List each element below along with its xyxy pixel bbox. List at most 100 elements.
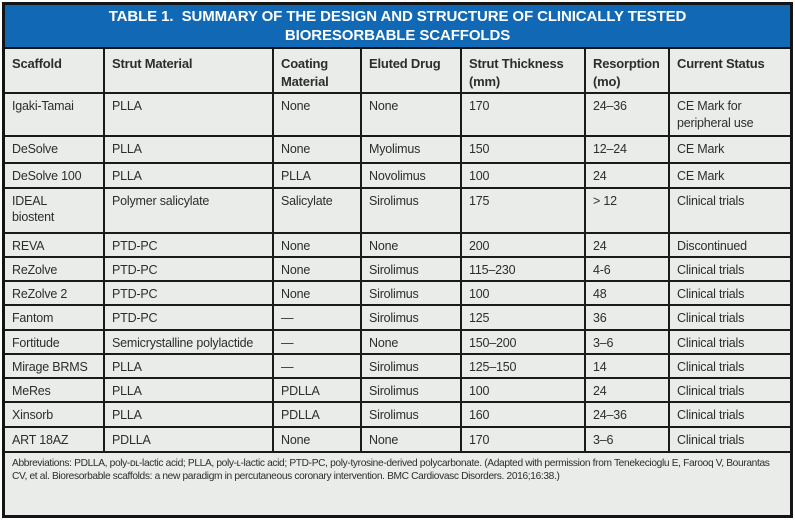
cell-strut-material: PLLA (103, 352, 274, 380)
col-header-current-status: Current Status (668, 49, 790, 95)
cell-eluted-drug: None (360, 425, 462, 451)
cell-current-status: Clinical trials (668, 280, 790, 307)
cell-coating-material: — (272, 304, 362, 331)
table-row: IDEAL biostent Polymer salicylate Salicy… (5, 186, 790, 234)
cell-coating-material: Salicylate (272, 186, 362, 234)
cell-resorption: 14 (584, 352, 670, 380)
cell-current-status: Clinical trials (668, 401, 790, 428)
cell-resorption: 3–6 (584, 328, 670, 355)
cell-eluted-drug: Sirolimus (360, 304, 462, 331)
cell-eluted-drug: Sirolimus (360, 352, 462, 380)
cell-current-status: Clinical trials (668, 377, 790, 404)
cell-strut-thickness: 150–200 (460, 328, 586, 355)
table-row: Mirage BRMS PLLA — Sirolimus 125–150 14 … (5, 352, 790, 380)
cell-strut-material: PLLA (103, 401, 274, 428)
cell-scaffold: Xinsorb (5, 401, 105, 428)
col-header-resorption: Resorption (mo) (584, 49, 670, 95)
cell-scaffold: Fantom (5, 304, 105, 331)
header-row: Scaffold Strut Material Coating Material… (5, 49, 790, 95)
cell-eluted-drug: None (360, 92, 462, 138)
cell-scaffold: REVA (5, 231, 105, 258)
cell-strut-thickness: 100 (460, 162, 586, 189)
cell-strut-thickness: 150 (460, 135, 586, 165)
cell-scaffold: Mirage BRMS (5, 352, 105, 380)
cell-eluted-drug: Sirolimus (360, 377, 462, 404)
cell-eluted-drug: Sirolimus (360, 401, 462, 428)
cell-strut-material: PTD-PC (103, 255, 274, 283)
cell-eluted-drug: Sirolimus (360, 255, 462, 283)
cell-current-status: CE Mark (668, 135, 790, 165)
cell-resorption: 24 (584, 377, 670, 404)
cell-coating-material: None (272, 425, 362, 451)
cell-resorption: 24–36 (584, 92, 670, 138)
table-row: REVA PTD-PC None None 200 24 Discontinue… (5, 231, 790, 258)
cell-coating-material: — (272, 328, 362, 355)
cell-eluted-drug: Sirolimus (360, 280, 462, 307)
cell-strut-thickness: 125–150 (460, 352, 586, 380)
col-header-scaffold: Scaffold (5, 49, 105, 95)
cell-eluted-drug: None (360, 231, 462, 258)
cell-scaffold: ReZolve 2 (5, 280, 105, 307)
cell-strut-material: Polymer salicylate (103, 186, 274, 234)
cell-strut-material: PTD-PC (103, 231, 274, 258)
table-row: DeSolve 100 PLLA PLLA Novolimus 100 24 C… (5, 162, 790, 189)
cell-resorption: 24–36 (584, 401, 670, 428)
cell-scaffold: Igaki-Tamai (5, 92, 105, 138)
cell-strut-material: PLLA (103, 162, 274, 189)
cell-current-status: Clinical trials (668, 425, 790, 451)
cell-current-status: Discontinued (668, 231, 790, 258)
cell-strut-thickness: 175 (460, 186, 586, 234)
col-header-strut-material: Strut Material (103, 49, 274, 95)
cell-coating-material: PLLA (272, 162, 362, 189)
cell-current-status: CE Mark (668, 162, 790, 189)
cell-resorption: 3–6 (584, 425, 670, 451)
cell-coating-material: PDLLA (272, 401, 362, 428)
cell-coating-material: PDLLA (272, 377, 362, 404)
col-header-strut-thickness: Strut Thickness (mm) (460, 49, 586, 95)
cell-current-status: Clinical trials (668, 304, 790, 331)
cell-current-status: Clinical trials (668, 328, 790, 355)
cell-strut-material: PTD-PC (103, 280, 274, 307)
scaffold-table: Scaffold Strut Material Coating Material… (5, 49, 790, 451)
cell-strut-thickness: 125 (460, 304, 586, 331)
table-row: ReZolve PTD-PC None Sirolimus 115–230 4-… (5, 255, 790, 283)
cell-strut-material: PLLA (103, 92, 274, 138)
cell-coating-material: None (272, 231, 362, 258)
table-row: ReZolve 2 PTD-PC None Sirolimus 100 48 C… (5, 280, 790, 307)
cell-strut-thickness: 170 (460, 425, 586, 451)
cell-resorption: 24 (584, 162, 670, 189)
table-row: DeSolve PLLA None Myolimus 150 12–24 CE … (5, 135, 790, 165)
cell-current-status: CE Mark for peripheral use (668, 92, 790, 138)
table-row: Fantom PTD-PC — Sirolimus 125 36 Clinica… (5, 304, 790, 331)
cell-coating-material: None (272, 135, 362, 165)
cell-strut-material: PLLA (103, 135, 274, 165)
cell-resorption: 12–24 (584, 135, 670, 165)
cell-resorption: 48 (584, 280, 670, 307)
cell-scaffold: MeRes (5, 377, 105, 404)
cell-scaffold: DeSolve (5, 135, 105, 165)
cell-scaffold: DeSolve 100 (5, 162, 105, 189)
cell-eluted-drug: Sirolimus (360, 186, 462, 234)
cell-strut-material: PDLLA (103, 425, 274, 451)
table-row: Fortitude Semicrystalline polylactide — … (5, 328, 790, 355)
cell-strut-thickness: 100 (460, 280, 586, 307)
table-title-banner: TABLE 1. SUMMARY OF THE DESIGN AND STRUC… (5, 5, 790, 50)
cell-eluted-drug: None (360, 328, 462, 355)
cell-strut-material: PLLA (103, 377, 274, 404)
cell-coating-material: None (272, 92, 362, 138)
cell-strut-thickness: 115–230 (460, 255, 586, 283)
cell-resorption: 36 (584, 304, 670, 331)
table-row: Xinsorb PLLA PDLLA Sirolimus 160 24–36 C… (5, 401, 790, 428)
cell-eluted-drug: Myolimus (360, 135, 462, 165)
cell-scaffold: ART 18AZ (5, 425, 105, 451)
cell-current-status: Clinical trials (668, 352, 790, 380)
table-row: Igaki-Tamai PLLA None None 170 24–36 CE … (5, 92, 790, 138)
cell-scaffold: IDEAL biostent (5, 186, 105, 234)
col-header-coating-material: Coating Material (272, 49, 362, 95)
cell-scaffold: Fortitude (5, 328, 105, 355)
cell-resorption: > 12 (584, 186, 670, 234)
cell-current-status: Clinical trials (668, 255, 790, 283)
cell-coating-material: None (272, 280, 362, 307)
